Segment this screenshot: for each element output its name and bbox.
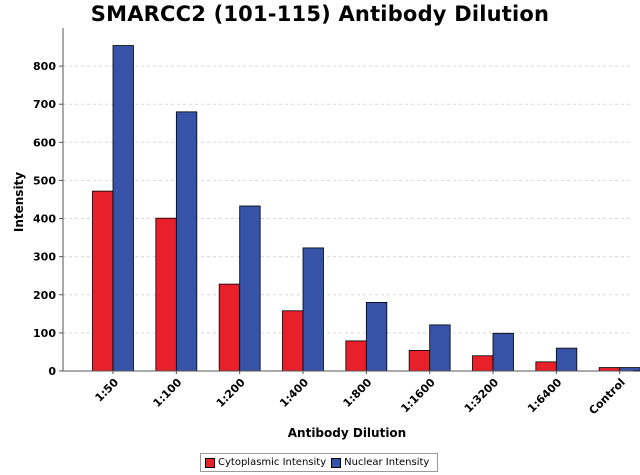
x-tick-label: 1:200: [214, 376, 248, 410]
bar-cytoplasmic-1-400: [282, 310, 304, 372]
y-tick-label: 400: [33, 213, 56, 226]
bar-nuclear-1-6400: [555, 347, 578, 372]
x-tick-label: 1:6400: [525, 376, 565, 416]
legend-item-nuclear: Nuclear Intensity: [331, 457, 429, 468]
bar-cytoplasmic-1-800: [345, 340, 367, 372]
bar-cytoplasmic-1-50: [92, 190, 114, 372]
bar-nuclear-1-800: [365, 301, 388, 372]
x-tick-label: Control: [586, 376, 627, 417]
legend-swatch: [331, 457, 342, 468]
x-tick-labels: 1:50 1:100 1:200 1:400 1:800 1:1600 1:3200 1:64…: [93, 376, 628, 418]
x-tick-label: 1:400: [277, 376, 311, 410]
x-tick-label: 1:800: [341, 376, 375, 410]
y-tick-label: 200: [33, 289, 56, 302]
bar-nuclear-1-100: [175, 111, 198, 372]
y-tick-label: 800: [33, 60, 56, 73]
x-axis-title: Antibody Dilution: [288, 426, 406, 440]
bar-nuclear-1-400: [302, 247, 324, 372]
chart-title: SMARCC2 (101-115) Antibody Dilution: [90, 2, 550, 26]
chart-plot: 0 100 200 300 400 500 600 700 800 1:50 1:100 1:200…: [12, 28, 640, 440]
x-tick-label: 1:100: [151, 376, 185, 410]
y-tick-label: 300: [33, 251, 56, 264]
bar-cytoplasmic-Control: [598, 367, 621, 372]
bar-cytoplasmic-1-1600: [408, 350, 431, 372]
legend: Cytoplasmic Intensity Nuclear Intensity: [200, 453, 438, 472]
legend-label: Cytoplasmic Intensity: [218, 457, 327, 468]
y-tick-label: 700: [33, 98, 56, 111]
y-tick-label: 100: [33, 327, 56, 340]
bar-cytoplasmic-1-6400: [535, 361, 557, 372]
legend-item-cytoplasmic: Cytoplasmic Intensity: [205, 457, 326, 468]
axes: [59, 28, 633, 374]
bar-nuclear-1-50: [112, 45, 134, 372]
y-tick-label: 500: [33, 174, 56, 187]
bar-nuclear-1-3200: [492, 332, 514, 372]
legend-swatch: [205, 457, 215, 468]
bars: [92, 45, 640, 372]
y-tick-label: 600: [33, 136, 56, 149]
bar-cytoplasmic-1-3200: [472, 355, 494, 372]
y-tick-labels: 0 100 200 300 400 500 600 700 800: [33, 60, 56, 378]
y-tick-label: 0: [48, 365, 56, 378]
bar-nuclear-Control: [619, 367, 640, 372]
gridlines: [63, 65, 633, 334]
x-tick-label: 1:1600: [398, 376, 438, 416]
x-tick-label: 1:3200: [462, 376, 502, 416]
legend-label: Nuclear Intensity: [344, 457, 430, 468]
bar-cytoplasmic-1-100: [155, 217, 177, 372]
x-tick-label: 1:50: [93, 376, 122, 405]
bar-nuclear-1-1600: [429, 324, 451, 372]
bar-cytoplasmic-1-200: [218, 283, 241, 372]
bar-nuclear-1-200: [239, 205, 261, 372]
y-axis-title: Intensity: [12, 172, 26, 232]
